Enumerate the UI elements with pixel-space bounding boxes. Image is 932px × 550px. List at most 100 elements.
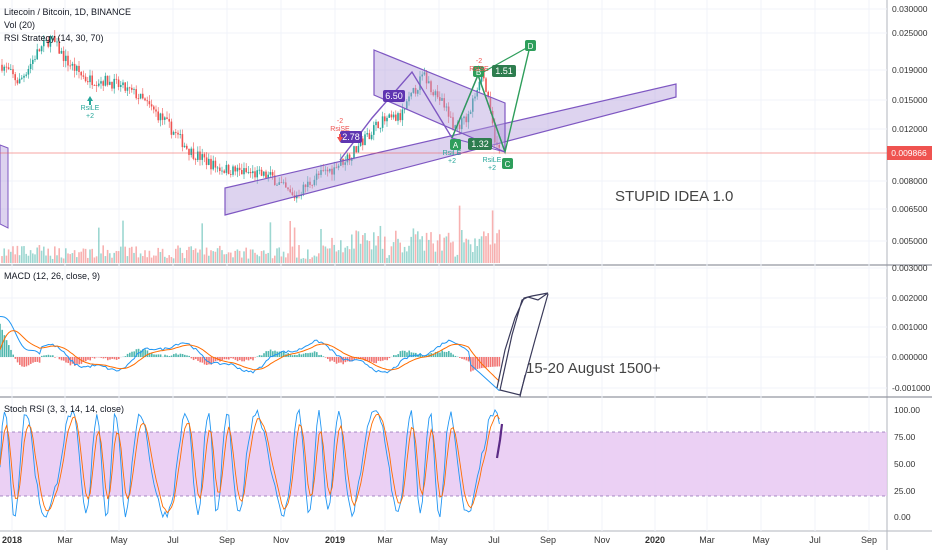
macd-histogram-bar [25, 357, 28, 367]
macd-histogram-bar [93, 357, 96, 359]
candle-body [221, 170, 223, 172]
volume-bar [309, 258, 311, 263]
macd-histogram-bar [404, 350, 406, 357]
macd-histogram-bar [247, 357, 250, 361]
candle-body [249, 171, 252, 174]
macd-histogram-bar [179, 353, 182, 357]
candle-body [346, 154, 349, 163]
macd-histogram-bar [483, 357, 485, 368]
macd-histogram-bar [151, 353, 153, 357]
time-axis[interactable]: 2018 Mar May Jul Sep Nov 2019 Mar May Jul Sep Nov 20… [2, 535, 877, 545]
candle-body [91, 75, 93, 86]
candle-body [47, 40, 49, 47]
svg-text:B: B [476, 68, 481, 77]
candle-body [271, 172, 274, 176]
rsi-strategy-legend[interactable]: RSI Strategy (14, 30, 70) [4, 33, 104, 43]
macd-histogram-bar [333, 357, 336, 362]
candle-body [366, 133, 368, 135]
macd-histogram-bar [474, 357, 476, 370]
candle-body [377, 121, 379, 129]
candle-body [260, 169, 263, 176]
candle-body [29, 63, 32, 70]
macd-histogram-bar [432, 353, 435, 357]
candle-body [342, 158, 344, 165]
svg-text:2.78: 2.78 [342, 132, 360, 142]
date-tick-label: Mar [699, 535, 715, 545]
macd-histogram-bar [135, 349, 138, 357]
macd-histogram-bar [320, 354, 322, 357]
candles [1, 30, 500, 203]
volume-bar [375, 245, 377, 263]
macd-histogram-bar [19, 357, 21, 365]
point-a-label: A [450, 139, 461, 150]
volume-bar [128, 247, 131, 263]
candle-body [357, 145, 360, 153]
candle-body [309, 181, 311, 185]
date-tick-label: Mar [377, 535, 393, 545]
candle-body [406, 101, 408, 109]
macd-histogram-bar [30, 357, 32, 364]
macd-histogram-bar [472, 357, 474, 371]
volume-bar [289, 220, 291, 263]
price-tick-label: 0.012000 [892, 124, 928, 134]
signal-long-1: RsiLE +2 [81, 96, 100, 120]
volume-bar [392, 242, 395, 263]
ratio-label-4: 1.51 [492, 65, 516, 77]
price-tick-label: 0.005000 [892, 236, 928, 246]
volume-bar [414, 234, 417, 263]
date-tick-label: Sep [861, 535, 877, 545]
volume-bar [243, 251, 245, 263]
symbol-legend[interactable]: Litecoin / Bitcoin, 1D, BINANCE [4, 7, 131, 17]
left-channel-fragment [0, 144, 9, 229]
macd-histogram-bar [496, 357, 498, 367]
macd-histogram-bar [197, 357, 199, 361]
macd-histogram-bar [199, 357, 201, 363]
volume-bar [326, 248, 329, 263]
macd-histogram-bar [63, 357, 65, 361]
volume-bar [256, 254, 258, 263]
volume-bar [335, 251, 338, 263]
candle-body [401, 109, 404, 121]
volume-bar [1, 256, 3, 263]
volume-bar [32, 253, 34, 263]
candle-body [397, 113, 399, 121]
macd-histogram-bar [195, 357, 197, 360]
macd-histogram-bar [5, 340, 8, 357]
candle-body [335, 167, 338, 169]
macd-histogram-bar [263, 353, 265, 357]
macd-histogram-bar [388, 357, 391, 359]
candle-body [439, 97, 441, 101]
volume-bar [274, 255, 276, 263]
macd-histogram-bar [58, 357, 61, 360]
stoch-legend[interactable]: Stoch RSI (3, 3, 14, 14, close) [4, 404, 124, 414]
macd-histogram-bar [421, 355, 424, 357]
macd-histogram-bar [338, 357, 340, 363]
volume-bar [190, 246, 192, 263]
volume-bar [236, 249, 239, 263]
macd-histogram-bar [43, 355, 45, 357]
macd-legend[interactable]: MACD (12, 26, close, 9) [4, 271, 100, 281]
volume-bar [241, 257, 243, 263]
macd-histogram-bar [16, 357, 19, 363]
macd-histogram-bar [258, 355, 261, 357]
volume-bar [373, 232, 375, 263]
macd-histogram-bar [168, 356, 171, 357]
date-tick-label: Mar [57, 535, 73, 545]
volume-bar [199, 249, 201, 263]
volume-legend[interactable]: Vol (20) [4, 20, 35, 30]
macd-histogram-bar [463, 357, 465, 360]
macd-histogram-bar [443, 351, 446, 357]
volume-bar [179, 247, 181, 263]
volume-bar [36, 247, 38, 263]
candle-body [267, 174, 269, 179]
macd-histogram-bar [386, 357, 388, 361]
candle-body [76, 65, 78, 71]
candle-body [115, 78, 118, 80]
volume-bar [155, 255, 157, 263]
candle-body [436, 91, 439, 98]
candle-body [421, 74, 423, 77]
volume-bar [329, 248, 331, 263]
candle-body [82, 75, 85, 77]
price-axis[interactable]: 0.030000 0.025000 0.019000 0.015000 0.012000… [892, 4, 931, 522]
